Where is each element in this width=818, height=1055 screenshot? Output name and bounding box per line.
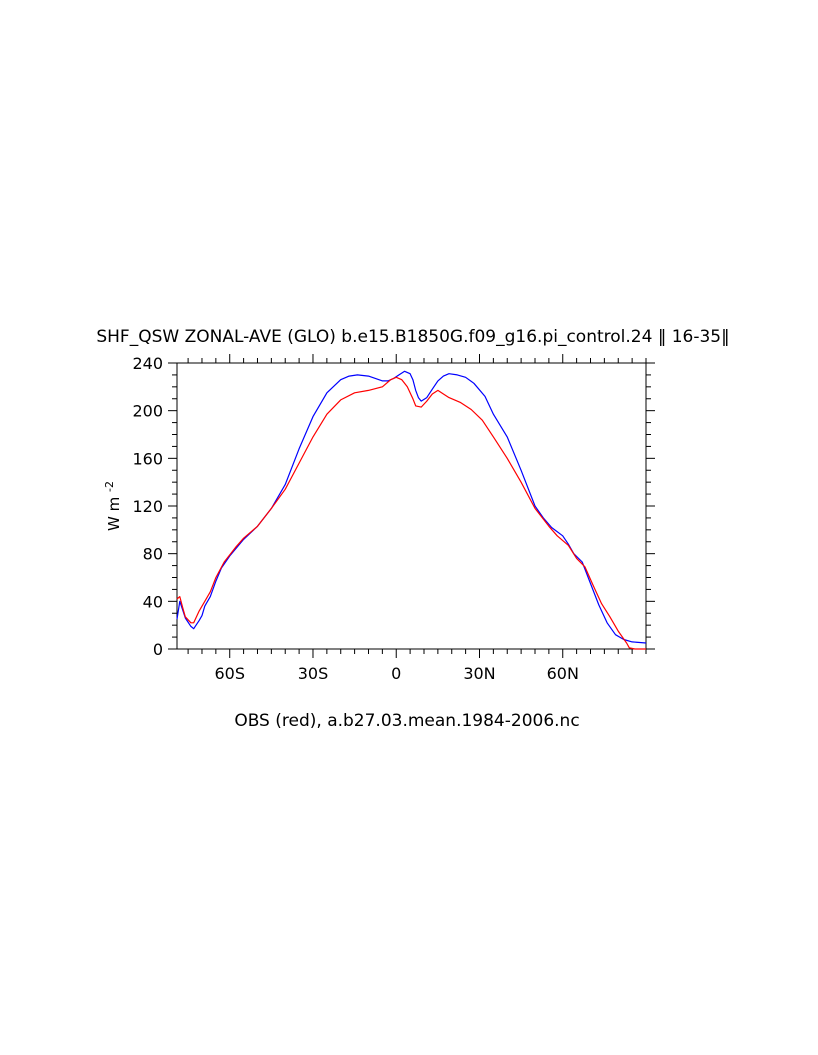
y-axis-label: W m -2 xyxy=(103,481,123,531)
y-axis-label-text: W m xyxy=(105,497,123,531)
y-tick-label: 0 xyxy=(153,640,163,659)
x-tick-label: 0 xyxy=(391,664,401,683)
y-axis-label-exponent: -2 xyxy=(103,481,116,492)
x-tick-label: 60S xyxy=(214,664,245,683)
x-tick-label: 30N xyxy=(463,664,495,683)
x-tick-label: 30S xyxy=(298,664,329,683)
y-tick-label: 120 xyxy=(132,497,163,516)
plot-frame xyxy=(176,362,647,650)
ticks-layer: 0 40 80 120 160 200 240 60S 30S 0 30N 60N xyxy=(132,354,655,683)
x-tick-label: 60N xyxy=(547,664,579,683)
series-line-2 xyxy=(176,376,646,650)
y-tick-label: 240 xyxy=(132,354,163,373)
x-axis-label: OBS (red), a.b27.03.mean.1984-2006.nc xyxy=(234,711,579,731)
y-tick-label: 200 xyxy=(132,402,163,421)
y-tick-label: 80 xyxy=(143,545,163,564)
y-tick-label: 40 xyxy=(143,592,163,611)
series-layer xyxy=(176,370,647,650)
y-tick-label: 160 xyxy=(132,449,163,468)
chart-title: SHF_QSW ZONAL-AVE (GLO) b.e15.B1850G.f09… xyxy=(96,327,729,347)
series-line-1 xyxy=(176,370,647,644)
